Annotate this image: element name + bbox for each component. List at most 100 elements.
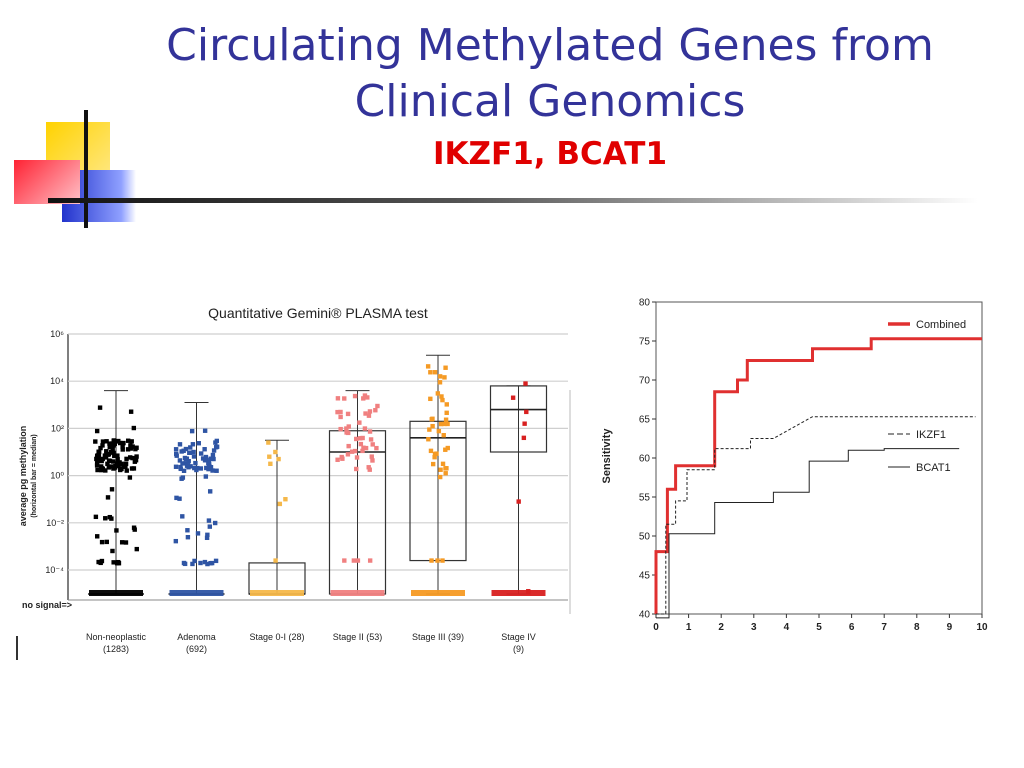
box-data-point	[104, 539, 109, 545]
box-data-point	[437, 380, 443, 385]
box-data-point	[112, 453, 117, 459]
box-data-point	[188, 445, 193, 450]
box-data-point	[127, 475, 133, 480]
box-data-point	[99, 539, 105, 545]
box-data-point	[198, 560, 203, 566]
box-category-label: Stage IV	[501, 632, 536, 642]
box-data-point	[189, 428, 195, 434]
box-data-point	[427, 427, 432, 432]
text-cursor-mark	[16, 636, 18, 660]
box-data-point	[100, 443, 105, 448]
box-category-count: (692)	[186, 644, 207, 654]
slide-title: Circulating Methylated Genes from Clinic…	[160, 18, 940, 174]
box-data-point	[173, 538, 179, 544]
box-chart-ylabel-note: (horizontal bar = median)	[31, 434, 38, 517]
box-data-point	[366, 465, 371, 470]
box-data-point	[119, 466, 124, 472]
box-chart-ylabel: average pg methylation	[18, 426, 28, 527]
box-data-point	[273, 558, 278, 563]
box-data-point	[440, 558, 445, 563]
box-data-point	[99, 558, 105, 564]
box-data-point	[365, 395, 370, 400]
box-data-point	[124, 468, 129, 473]
box-data-point	[361, 445, 366, 450]
box-data-point	[132, 459, 138, 464]
box-data-point	[114, 439, 119, 444]
box-data-point	[120, 447, 125, 452]
box-data-point	[174, 453, 179, 458]
box-data-point	[444, 466, 449, 471]
box-data-point	[200, 456, 206, 461]
legend-label-bcat1: BCAT1	[916, 462, 951, 474]
deco-vertical-bar	[84, 110, 88, 228]
box-data-point	[195, 531, 201, 536]
box-category-count: (1283)	[103, 644, 129, 654]
box-data-point	[432, 454, 437, 460]
box-data-point	[211, 448, 217, 453]
box-data-point	[213, 558, 219, 564]
box-data-point	[211, 456, 216, 462]
box-data-point	[335, 409, 340, 415]
box-category-label: Stage III (39)	[412, 632, 464, 642]
box-data-point	[93, 439, 98, 444]
line-y-tick-label: 55	[639, 493, 651, 504]
box-no-signal-band	[169, 590, 224, 596]
box-data-point	[177, 458, 183, 463]
box-data-point	[95, 467, 100, 473]
box-data-point	[210, 452, 216, 458]
box-data-point	[177, 496, 182, 501]
box-data-point	[116, 561, 122, 566]
box-data-point	[214, 444, 220, 449]
box-data-point	[191, 449, 196, 455]
box-data-point	[443, 471, 448, 476]
box-data-point	[352, 448, 358, 454]
box-data-point	[96, 449, 102, 455]
box-data-point	[132, 527, 137, 532]
box-data-point	[426, 437, 431, 442]
no-signal-label: no signal=>	[22, 600, 72, 610]
legend-label-ikzf1: IKZF1	[916, 429, 946, 441]
box-data-point	[186, 465, 191, 470]
box-data-point	[521, 435, 527, 441]
box-data-point	[206, 518, 212, 523]
box-data-point	[107, 514, 113, 520]
box-data-point	[95, 458, 100, 464]
box-data-point	[129, 439, 134, 444]
box-data-point	[524, 409, 529, 415]
box-data-point	[338, 426, 343, 432]
box-data-point	[344, 430, 349, 435]
box-data-point	[196, 441, 201, 446]
box-chart-title: Quantitative Gemini® PLASMA test	[208, 305, 428, 321]
box-data-point	[360, 435, 365, 441]
box-data-point	[114, 528, 119, 533]
box-data-point	[363, 411, 368, 416]
line-x-tick-label: 8	[914, 622, 920, 633]
box-data-point	[352, 393, 358, 399]
box-data-point	[516, 499, 521, 504]
box-data-point	[96, 453, 102, 459]
box-data-point	[128, 443, 133, 448]
box-data-point	[202, 428, 208, 433]
box-data-point	[109, 487, 115, 492]
box-y-tick-label: 10⁴	[50, 376, 64, 386]
box-data-point	[443, 365, 448, 370]
box-data-point	[123, 540, 129, 545]
box-data-point	[425, 364, 431, 369]
box-data-point	[432, 370, 438, 375]
box-data-point	[134, 454, 139, 459]
box-data-point	[442, 421, 447, 427]
box-data-point	[338, 409, 343, 415]
box-data-point	[438, 421, 444, 427]
box-data-point	[266, 440, 271, 445]
box-data-point	[98, 464, 104, 469]
box-data-point	[370, 442, 375, 447]
box-y-tick-label: 10⁻⁴	[45, 565, 64, 575]
legend-label-combined: Combined	[916, 319, 966, 331]
box-data-point	[360, 448, 365, 454]
deco-red-square	[14, 160, 80, 204]
box-category-count: (9)	[513, 644, 524, 654]
line-y-tick-label: 40	[639, 610, 651, 621]
box-data-point	[351, 558, 357, 563]
series-line-ikzf1	[656, 416, 976, 615]
